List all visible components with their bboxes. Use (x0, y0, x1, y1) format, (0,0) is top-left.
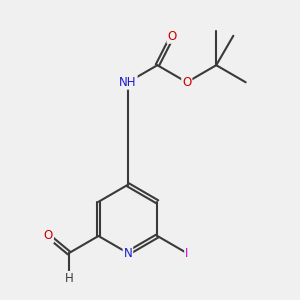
Text: N: N (124, 247, 132, 260)
Text: I: I (185, 247, 188, 260)
Text: H: H (65, 272, 74, 285)
Text: O: O (182, 76, 191, 89)
Text: O: O (44, 230, 53, 242)
Text: O: O (167, 30, 177, 43)
Text: NH: NH (119, 76, 137, 89)
